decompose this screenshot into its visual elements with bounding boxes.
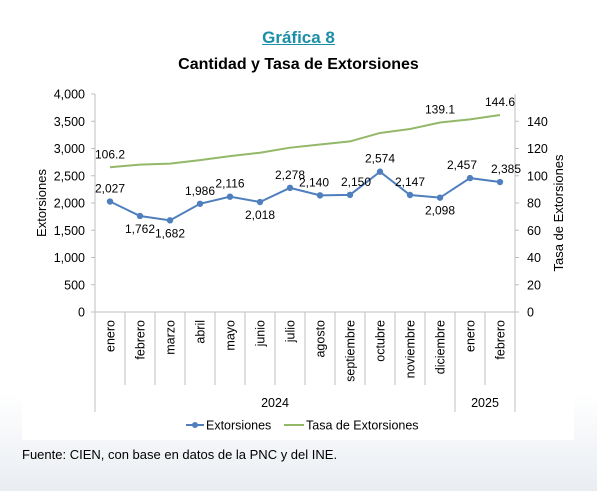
legend-marker-extorsiones — [192, 422, 198, 428]
data-point-extorsiones — [106, 198, 114, 205]
x-tick-label: abril — [194, 320, 208, 344]
x-tick-label: diciembre — [434, 320, 448, 374]
y-tick-label-right: 0 — [527, 306, 534, 320]
data-label-extorsiones: 2,018 — [245, 208, 275, 222]
legend-label-tasa: Tasa de Extorsiones — [306, 419, 419, 433]
y-tick-label-right: 100 — [527, 169, 548, 183]
data-point-extorsiones — [196, 200, 204, 207]
data-point-extorsiones — [346, 191, 354, 199]
figure-label: Gráfica 8 — [262, 28, 335, 47]
data-label-extorsiones: 2,140 — [299, 175, 329, 189]
data-label-extorsiones: 2,150 — [341, 175, 371, 189]
data-point-extorsiones — [226, 193, 234, 200]
y-tick-label-left: 4,000 — [54, 88, 85, 102]
y-tick-label-left: 3,000 — [54, 142, 85, 156]
year-label: 2025 — [471, 396, 499, 410]
y-tick-label-left: 1,500 — [54, 224, 85, 238]
series-line-extorsiones — [109, 170, 501, 222]
x-tick-label: marzo — [164, 320, 178, 355]
data-label-tasa: 106.2 — [95, 147, 125, 161]
x-tick-label: febrero — [494, 320, 508, 360]
data-label-extorsiones: 2,457 — [447, 158, 477, 172]
year-label: 2024 — [261, 396, 289, 410]
y-axis-title-right: Tasa de Extorsiones — [551, 154, 566, 272]
y-tick-label-left: 1,000 — [54, 251, 85, 265]
data-point-extorsiones — [406, 191, 414, 199]
data-point-extorsiones — [136, 212, 144, 220]
chart-card — [22, 22, 574, 440]
x-tick-label: junio — [254, 320, 268, 347]
y-axis-title-left: Extorsiones — [34, 169, 49, 237]
x-tick-label: enero — [464, 320, 478, 352]
data-label-extorsiones: 2,147 — [395, 175, 425, 189]
data-label-extorsiones: 2,278 — [275, 168, 305, 182]
y-tick-label-right: 20 — [527, 278, 541, 292]
chart-title: Cantidad y Tasa de Extorsiones — [178, 56, 419, 73]
y-tick-label-right: 140 — [527, 115, 548, 129]
data-label-extorsiones: 2,574 — [365, 152, 395, 166]
y-tick-label-right: 40 — [527, 251, 541, 265]
data-label-extorsiones: 1,986 — [185, 184, 215, 198]
x-tick-label: octubre — [374, 320, 388, 362]
data-label-tasa: 144.6 — [485, 95, 515, 109]
x-tick-label: julio — [284, 320, 298, 343]
data-label-extorsiones: 2,098 — [425, 204, 455, 218]
data-label-extorsiones: 1,682 — [155, 226, 185, 240]
data-point-extorsiones — [496, 178, 504, 186]
y-tick-label-right: 60 — [527, 224, 541, 238]
legend-label-extorsiones: Extorsiones — [206, 419, 271, 433]
x-tick-label: noviembre — [404, 320, 418, 378]
y-tick-label-right: 120 — [527, 142, 548, 156]
data-point-extorsiones — [466, 174, 474, 182]
y-tick-label-right: 80 — [527, 197, 541, 211]
data-label-extorsiones: 2,116 — [215, 177, 244, 191]
source-note: Fuente: CIEN, con base en datos de la PN… — [22, 447, 338, 462]
y-tick-label-left: 2,000 — [54, 197, 85, 211]
y-tick-label-left: 500 — [64, 278, 85, 292]
data-point-extorsiones — [166, 217, 174, 224]
data-point-extorsiones — [436, 194, 444, 201]
y-tick-label-left: 0 — [78, 306, 85, 320]
data-point-extorsiones — [286, 184, 294, 192]
y-tick-label-left: 3,500 — [54, 115, 85, 129]
data-label-extorsiones: 2,027 — [95, 182, 125, 196]
data-point-extorsiones — [316, 192, 324, 199]
data-point-extorsiones — [376, 168, 384, 175]
x-tick-label: agosto — [314, 320, 328, 358]
x-tick-label: mayo — [224, 320, 238, 351]
data-label-extorsiones: 1,762 — [125, 222, 155, 236]
x-tick-label: enero — [104, 320, 118, 352]
x-tick-label: febrero — [134, 320, 148, 360]
data-label-extorsiones: 2,385 — [491, 162, 521, 176]
series-line-tasa — [109, 113, 501, 169]
data-label-tasa: 139.1 — [425, 102, 455, 116]
data-point-extorsiones — [256, 198, 264, 206]
y-tick-label-left: 2,500 — [54, 169, 85, 183]
x-tick-label: septiembre — [344, 320, 358, 382]
